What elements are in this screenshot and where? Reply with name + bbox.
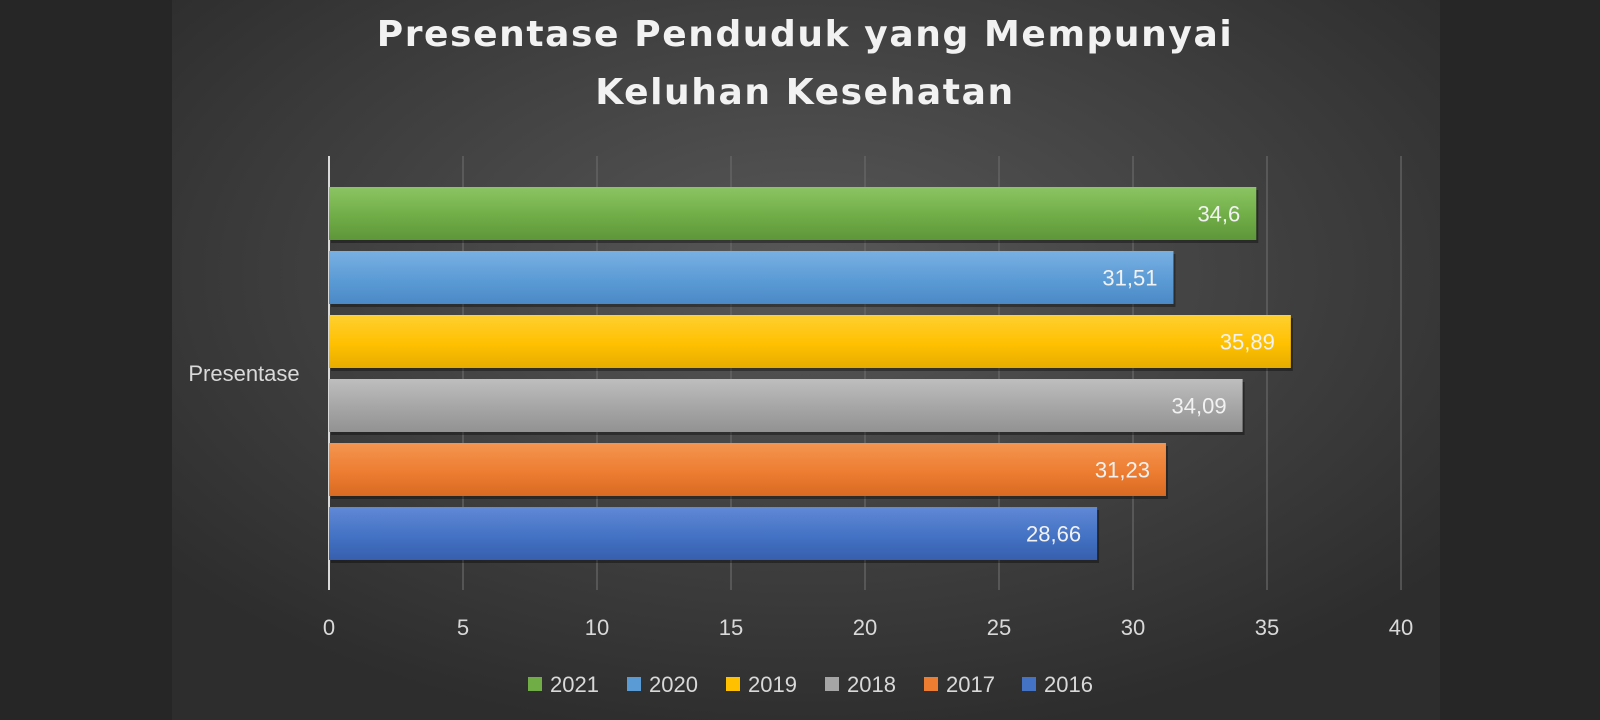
data-label: 34,6 xyxy=(1197,202,1240,227)
bar-2019 xyxy=(329,315,1291,368)
data-label: 31,23 xyxy=(1095,458,1150,483)
data-label: 28,66 xyxy=(1026,522,1081,547)
data-label: 34,09 xyxy=(1172,394,1227,419)
legend-swatch xyxy=(627,677,641,691)
legend-label: 2017 xyxy=(946,672,995,697)
bar-2018 xyxy=(329,379,1243,432)
legend-swatch xyxy=(726,677,740,691)
legend-swatch xyxy=(528,677,542,691)
chart-title-line: Presentase Penduduk yang Mempunyai xyxy=(377,14,1234,55)
legend-swatch xyxy=(1022,677,1036,691)
category-label: Presentase xyxy=(188,361,299,386)
x-tick-label: 5 xyxy=(457,615,469,640)
legend-label: 2021 xyxy=(550,672,599,697)
legend-label: 2019 xyxy=(748,672,797,697)
bars: 34,6 31,51 35,89 34,09 31,23 28,66 xyxy=(329,187,1293,563)
chart-title-line: Keluhan Kesehatan xyxy=(595,72,1015,113)
x-tick-label: 30 xyxy=(1121,615,1145,640)
bar-2020 xyxy=(329,251,1174,304)
legend-swatch xyxy=(924,677,938,691)
x-tick-label: 15 xyxy=(719,615,743,640)
x-tick-label: 25 xyxy=(987,615,1011,640)
x-tick-label: 40 xyxy=(1389,615,1413,640)
x-tick-label: 20 xyxy=(853,615,877,640)
legend: 2021 2020 2019 2018 2017 2016 xyxy=(528,672,1093,697)
x-tick-label: 35 xyxy=(1255,615,1279,640)
data-label: 31,51 xyxy=(1102,266,1157,291)
legend-label: 2018 xyxy=(847,672,896,697)
x-tick-label: 0 xyxy=(323,615,335,640)
legend-label: 2020 xyxy=(649,672,698,697)
data-label: 35,89 xyxy=(1220,330,1275,355)
bar-2017 xyxy=(329,443,1166,496)
legend-label: 2016 xyxy=(1044,672,1093,697)
x-tick-label: 10 xyxy=(585,615,609,640)
legend-swatch xyxy=(825,677,839,691)
chart-title: Presentase Penduduk yang Mempunyai Keluha… xyxy=(377,14,1234,113)
bar-2021 xyxy=(329,187,1257,240)
bar-2016 xyxy=(329,507,1098,560)
